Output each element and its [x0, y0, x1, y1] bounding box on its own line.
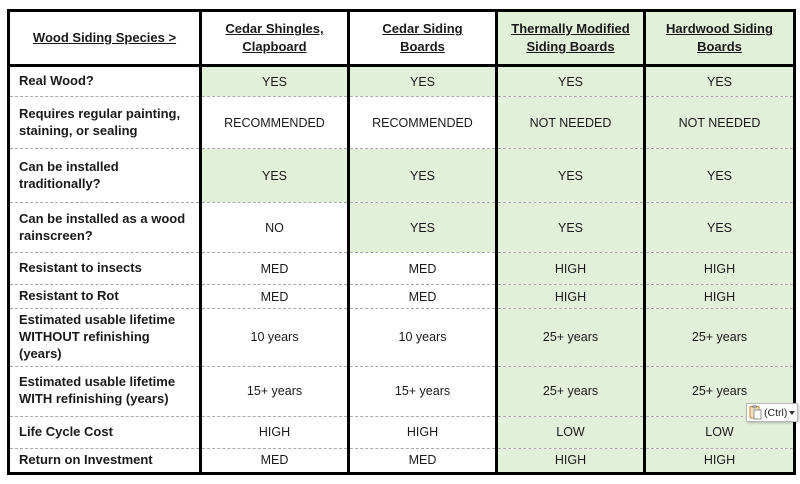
table-row: Requires regular painting, staining, or … [7, 96, 796, 149]
table-cell[interactable]: 10 years [347, 308, 498, 367]
row-label-return-on-investment[interactable]: Return on Investment [7, 447, 202, 475]
table-cell[interactable]: MED [347, 284, 498, 309]
table-cell[interactable]: YES [643, 65, 796, 97]
table-row: Return on Investment MED MED HIGH HIGH [7, 447, 796, 475]
table-cell[interactable]: 25+ years [643, 365, 796, 417]
table-cell[interactable]: 25+ years [643, 308, 796, 367]
table-row: Can be installed traditionally? YES YES … [7, 148, 796, 203]
paste-options-button[interactable]: (Ctrl) [746, 403, 798, 422]
table-cell[interactable]: NOT NEEDED [495, 96, 646, 149]
table-cell[interactable]: YES [347, 65, 498, 97]
table-cell[interactable]: HIGH [347, 415, 498, 449]
row-label-life-cycle-cost[interactable]: Life Cycle Cost [7, 415, 202, 449]
row-label-real-wood[interactable]: Real Wood? [7, 65, 202, 97]
table-cell[interactable]: YES [495, 148, 646, 203]
column-header-cedar-siding-boards[interactable]: Cedar Siding Boards [347, 9, 498, 67]
column-header-hardwood-siding-boards[interactable]: Hardwood Siding Boards [643, 9, 796, 67]
table-row: Estimated usable lifetime WITH refinishi… [7, 365, 796, 417]
table-cell[interactable]: HIGH [495, 284, 646, 309]
table-cell[interactable]: LOW [495, 415, 646, 449]
table-cell[interactable]: YES [495, 202, 646, 253]
row-label-resistant-insects[interactable]: Resistant to insects [7, 252, 202, 285]
table-row: Can be installed as a wood rainscreen? N… [7, 202, 796, 253]
row-label-installed-traditionally[interactable]: Can be installed traditionally? [7, 148, 202, 203]
table-cell[interactable]: HIGH [495, 252, 646, 285]
header-row: Wood Siding Species > Cedar Shingles, Cl… [7, 9, 796, 67]
table-cell[interactable]: HIGH [643, 284, 796, 309]
table-cell[interactable]: RECOMMENDED [199, 96, 350, 149]
row-label-lifetime-without-refinishing[interactable]: Estimated usable lifetime WITHOUT refini… [7, 308, 202, 367]
clipboard-paste-icon [749, 405, 762, 420]
table-cell[interactable]: 10 years [199, 308, 350, 367]
table-row: Real Wood? YES YES YES YES [7, 65, 796, 97]
siding-comparison-table-wrap: Wood Siding Species > Cedar Shingles, Cl… [7, 9, 796, 475]
table-cell[interactable]: MED [199, 252, 350, 285]
table-cell[interactable]: HIGH [199, 415, 350, 449]
table-cell[interactable]: YES [199, 65, 350, 97]
siding-comparison-table: Wood Siding Species > Cedar Shingles, Cl… [7, 9, 796, 475]
table-cell[interactable]: HIGH [643, 447, 796, 475]
table-cell[interactable]: MED [347, 447, 498, 475]
row-label-resistant-rot[interactable]: Resistant to Rot [7, 284, 202, 309]
table-row: Resistant to insects MED MED HIGH HIGH [7, 252, 796, 285]
table-cell[interactable]: YES [643, 148, 796, 203]
table-cell[interactable]: YES [347, 202, 498, 253]
table-cell[interactable]: 15+ years [347, 365, 498, 417]
table-cell[interactable]: MED [199, 447, 350, 475]
table-cell[interactable]: NOT NEEDED [643, 96, 796, 149]
row-label-wood-rainscreen[interactable]: Can be installed as a wood rainscreen? [7, 202, 202, 253]
table-cell[interactable]: YES [347, 148, 498, 203]
table-cell[interactable]: 25+ years [495, 365, 646, 417]
row-label-lifetime-with-refinishing[interactable]: Estimated usable lifetime WITH refinishi… [7, 365, 202, 417]
table-row: Life Cycle Cost HIGH HIGH LOW LOW [7, 415, 796, 449]
column-header-thermally-modified-siding-boards[interactable]: Thermally Modified Siding Boards [495, 9, 646, 67]
paste-button-label: (Ctrl) [764, 406, 788, 419]
table-cell[interactable]: MED [199, 284, 350, 309]
table-cell[interactable]: HIGH [643, 252, 796, 285]
table-cell[interactable]: 25+ years [495, 308, 646, 367]
table-cell[interactable]: YES [199, 148, 350, 203]
row-label-requires-painting[interactable]: Requires regular painting, staining, or … [7, 96, 202, 149]
table-cell[interactable]: YES [643, 202, 796, 253]
table-cell[interactable]: RECOMMENDED [347, 96, 498, 149]
table-cell[interactable]: MED [347, 252, 498, 285]
chevron-down-icon[interactable] [789, 410, 796, 415]
table-cell[interactable]: HIGH [495, 447, 646, 475]
table-row: Resistant to Rot MED MED HIGH HIGH [7, 284, 796, 309]
table-row: Estimated usable lifetime WITHOUT refini… [7, 308, 796, 367]
column-header-cedar-shingles-clapboard[interactable]: Cedar Shingles, Clapboard [199, 9, 350, 67]
table-cell[interactable]: NO [199, 202, 350, 253]
corner-header-wood-siding-species[interactable]: Wood Siding Species > [7, 9, 202, 67]
table-cell[interactable]: 15+ years [199, 365, 350, 417]
table-cell[interactable]: YES [495, 65, 646, 97]
